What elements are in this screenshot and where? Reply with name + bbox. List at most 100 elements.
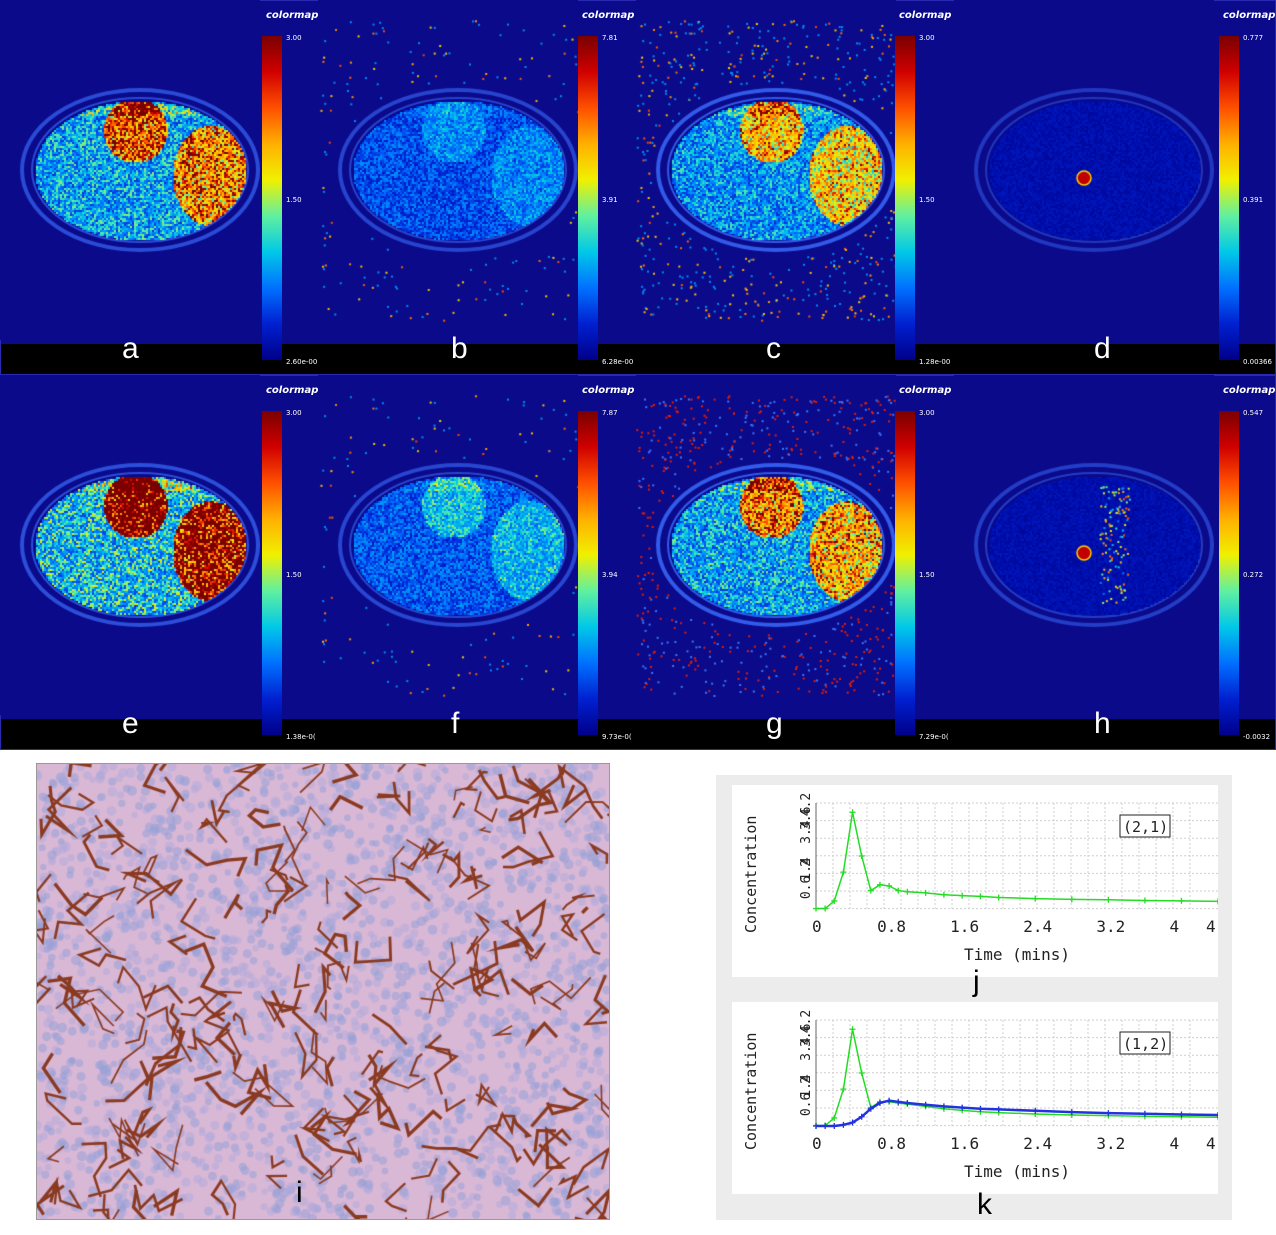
data-point — [1215, 1114, 1218, 1121]
data-point — [858, 1113, 865, 1120]
colorbar-max-value: 7.81 — [602, 34, 618, 42]
mri-image — [954, 375, 1214, 715]
colorbar-mid-value: 0.391 — [1243, 196, 1264, 204]
x-tick-label: 0.8 — [877, 917, 906, 936]
panel-letter-b: b — [451, 332, 468, 365]
panel-letter-i: i — [296, 1176, 303, 1209]
colorbar-max-value: 3.00 — [919, 34, 935, 42]
y-tick-label: 0.6 — [799, 876, 814, 899]
data-point — [1032, 895, 1039, 902]
data-point — [822, 905, 829, 912]
x-tick-label: 4 — [1169, 917, 1179, 936]
mri-panel-e — [0, 375, 318, 720]
data-point — [1215, 898, 1218, 905]
data-point — [1032, 1107, 1039, 1114]
colormap-title: colormap — [266, 385, 319, 396]
colormap-title: colormap — [1223, 385, 1276, 396]
mri-panel-d — [954, 0, 1274, 345]
data-point — [867, 887, 874, 894]
data-point — [840, 869, 847, 876]
colorbar — [1219, 36, 1239, 360]
data-point — [886, 882, 893, 889]
data-point — [1178, 897, 1185, 904]
roi-badge — [1119, 1031, 1171, 1055]
data-point — [940, 891, 947, 898]
colorbar — [1219, 411, 1239, 735]
mri-image — [0, 0, 260, 340]
colormap-title: colormap — [899, 385, 952, 396]
data-point — [977, 893, 984, 900]
data-point — [959, 892, 966, 899]
data-point — [876, 881, 883, 888]
concentration-chart: 0.61.42 3.43.64.2 0 0.8 1.6 2.4 3.2 4 4. Time (mi… — [742, 1010, 1218, 1181]
x-tick-label: 4. — [1206, 917, 1218, 936]
y-tick-label: 3.6 — [799, 807, 814, 830]
y-axis-label: Concentration — [742, 816, 760, 933]
colorbar-min-value: 9.73e-0( — [602, 733, 632, 741]
colorbar — [262, 36, 282, 360]
y-tick-label: 1.4 — [799, 857, 814, 881]
series-line — [816, 1099, 1218, 1128]
colorbar-mid-value: 0.272 — [1243, 571, 1264, 579]
data-point — [886, 1097, 893, 1104]
colorbar-min-value: 7.29e-0( — [919, 733, 949, 741]
y-tick-label: 4.2 — [799, 793, 814, 816]
mri-image — [954, 0, 1214, 340]
y-tick-label: 1.4 — [799, 1074, 814, 1098]
colorbar — [578, 411, 598, 735]
roi-badge-label: (2,1) — [1123, 818, 1168, 836]
curve-panel-j: 0.61.42 3.43.64.2 0 0.8 1.6 2.4 3.2 4 4. Time (mi… — [732, 785, 1218, 977]
data-point — [849, 809, 856, 816]
y-tick-label: 3.4 — [799, 820, 814, 844]
colorbar — [895, 36, 915, 360]
x-tick-label: 4 — [1169, 1134, 1179, 1153]
mri-panel-h — [954, 375, 1274, 720]
data-point — [813, 905, 819, 912]
mri-image — [0, 375, 260, 715]
series-line — [816, 1029, 1218, 1127]
mri-image — [636, 0, 896, 340]
data-point — [867, 1105, 874, 1112]
data-point — [895, 1098, 902, 1105]
y-tick-label: 3.4 — [799, 1037, 814, 1061]
colorbar-mid-value: 3.91 — [602, 196, 618, 204]
data-point — [959, 1104, 966, 1111]
data-point — [840, 1086, 847, 1093]
data-point — [858, 853, 865, 859]
data-point — [904, 1099, 911, 1106]
colorbar-min-value: 0.00366 — [1243, 358, 1272, 366]
x-tick-label: 0 — [812, 1134, 822, 1153]
data-point — [1141, 1110, 1148, 1117]
data-point — [922, 889, 929, 896]
y-tick-label: 4.2 — [799, 1010, 814, 1033]
x-tick-label: 0.8 — [877, 1134, 906, 1153]
colormap-title: colormap — [899, 10, 952, 21]
concentration-chart: 0.61.42 3.43.64.2 0 0.8 1.6 2.4 3.2 4 4. Time (mi… — [742, 793, 1218, 964]
colorbar-mid-value: 1.50 — [919, 571, 935, 579]
data-point — [858, 1070, 865, 1076]
data-point — [904, 888, 911, 895]
colorbar-max-value: 0.777 — [1243, 34, 1264, 42]
panel-letter-c: c — [766, 332, 781, 365]
data-point — [831, 897, 838, 904]
data-point — [995, 894, 1002, 901]
mri-panel-f — [318, 375, 636, 720]
data-point — [849, 1026, 856, 1033]
mri-image — [318, 0, 578, 340]
mri-panel-c — [636, 0, 954, 345]
data-point — [1068, 1109, 1075, 1116]
colormap-title: colormap — [582, 385, 635, 396]
panel-letter-k: k — [977, 1188, 992, 1221]
x-tick-label: 4. — [1206, 1134, 1218, 1153]
x-tick-label: 2.4 — [1023, 917, 1052, 936]
y-axis-label: Concentration — [742, 1033, 760, 1150]
x-tick-label: 1.6 — [950, 917, 979, 936]
data-point — [940, 1103, 947, 1110]
data-point — [831, 1114, 838, 1121]
colorbar-mid-value: 1.50 — [286, 571, 302, 579]
panel-letter-j: j — [973, 965, 980, 998]
colorbar-mid-value: 1.50 — [919, 196, 935, 204]
data-point — [1215, 1111, 1218, 1118]
mri-image — [636, 375, 896, 715]
x-tick-label: 3.2 — [1096, 1134, 1125, 1153]
